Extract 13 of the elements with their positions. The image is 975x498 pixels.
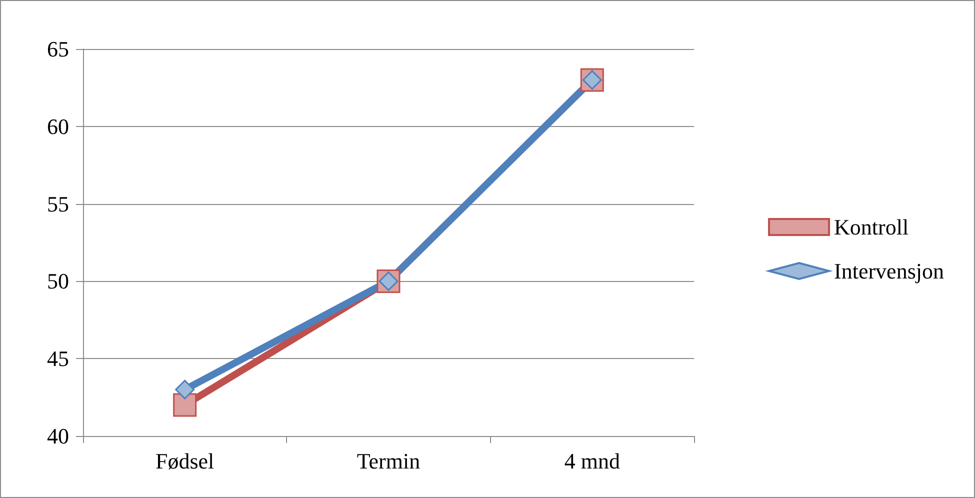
point — [175, 380, 195, 400]
point — [173, 393, 197, 417]
x-tick-label: 4 mnd — [564, 448, 620, 474]
y-tick-label: 40 — [47, 424, 69, 448]
y-tick-label: 50 — [47, 268, 69, 294]
y-tick-label: 65 — [47, 36, 69, 62]
legend-label: Kontroll — [834, 214, 909, 240]
y-tick-label: 55 — [47, 191, 69, 216]
x-tick-label: Termin — [356, 448, 420, 474]
legend-label: Intervensjon — [834, 258, 944, 284]
y-tick-label: 60 — [47, 114, 69, 139]
y-tick-label: 45 — [47, 346, 69, 372]
x-tick-label: Fødsel — [155, 448, 214, 474]
